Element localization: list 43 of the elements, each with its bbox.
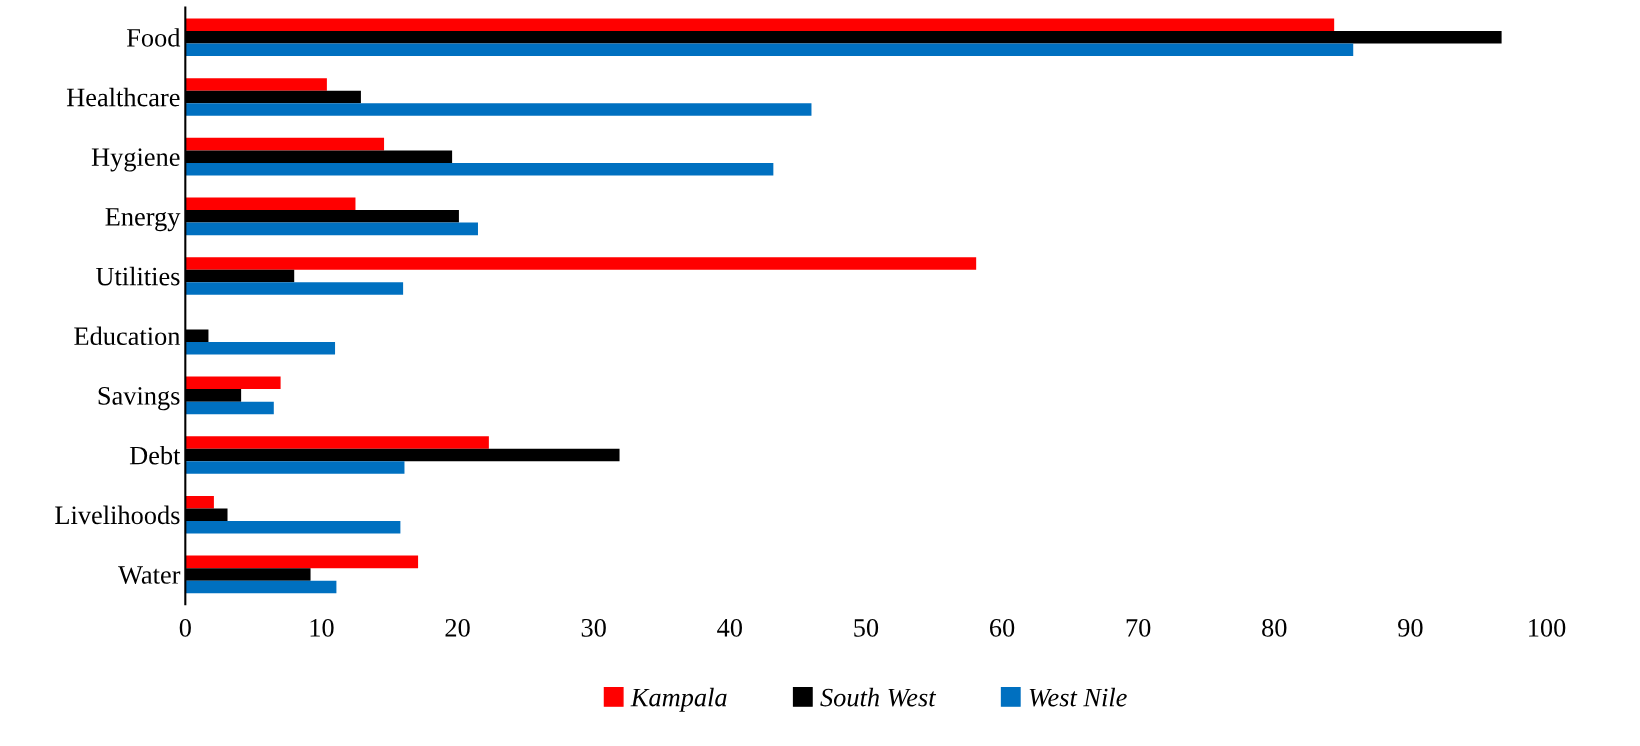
- bar: [185, 555, 419, 569]
- bar: [185, 401, 274, 415]
- bar: [185, 18, 1335, 32]
- y-tick-label: Food: [126, 28, 181, 47]
- y-tick-label: Debt: [129, 445, 181, 465]
- x-tick-label: 0: [179, 618, 191, 637]
- y-tick-label: Hygiene: [91, 148, 180, 172]
- x-tick-label: 10: [310, 618, 334, 637]
- bar: [185, 197, 356, 211]
- bar: [185, 103, 812, 116]
- x-tick-label: 90: [1398, 618, 1423, 637]
- x-tick-label: 30: [581, 618, 606, 637]
- bar: [185, 341, 336, 355]
- legend-label: South West: [820, 687, 937, 707]
- x-tick-label: 20: [445, 618, 470, 637]
- legend-label: Kampala: [630, 687, 727, 712]
- bar: [185, 257, 977, 270]
- y-tick-label: Energy: [105, 208, 181, 232]
- bar: [185, 137, 385, 151]
- bar: [185, 78, 327, 91]
- bar: [185, 376, 281, 390]
- bar: [185, 222, 478, 236]
- x-tick-label: 100: [1529, 618, 1566, 637]
- x-tick-label: 40: [717, 618, 742, 637]
- x-tick-label: 50: [854, 618, 879, 637]
- y-tick-label: Healthcare: [66, 87, 180, 107]
- bar: [185, 436, 489, 449]
- y-tick-label: Water: [118, 566, 181, 584]
- x-tick-label: 80: [1262, 618, 1287, 637]
- y-tick-label: Education: [74, 326, 181, 346]
- bar: [185, 282, 404, 295]
- x-tick-label: 70: [1126, 618, 1151, 637]
- bar: [185, 495, 214, 509]
- y-tick-label: Livelihoods: [55, 505, 180, 525]
- y-tick-label: Utilities: [95, 266, 180, 286]
- bar: [185, 461, 405, 474]
- legend-label: West Nile: [1029, 687, 1127, 707]
- x-tick-label: 60: [989, 618, 1015, 637]
- bar: [185, 580, 337, 594]
- bar: [185, 43, 1354, 57]
- bar: [185, 162, 774, 176]
- bar: [185, 521, 401, 534]
- y-tick-label: Savings: [98, 387, 180, 411]
